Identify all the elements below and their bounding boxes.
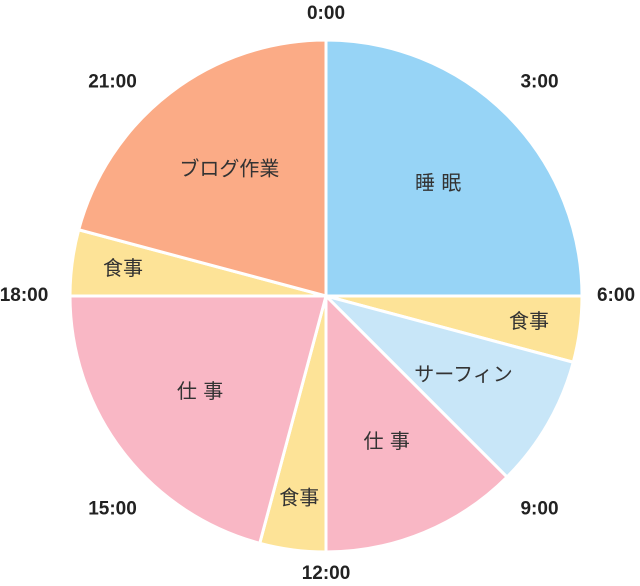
- hour-label-3: 9:00: [520, 499, 558, 520]
- hour-label-2: 6:00: [597, 285, 635, 306]
- pie-slices: [68, 38, 584, 554]
- pie-hour-labels: 0:00 3:00 6:00 9:00 12:00 15:00 18:00 21:00: [0, 3, 635, 584]
- pie-slice-2: [324, 294, 575, 479]
- slice-label-4: 食事: [279, 486, 319, 510]
- pie-slice-3: [324, 294, 509, 554]
- hour-label-4: 12:00: [302, 563, 351, 584]
- pie-slice-5: [68, 294, 328, 545]
- slice-label-3: 仕 事: [364, 429, 410, 453]
- hour-label-6: 18:00: [0, 285, 48, 306]
- hour-label-0: 0:00: [307, 3, 345, 24]
- slice-label-2: サーフィン: [414, 362, 512, 386]
- hour-label-7: 21:00: [88, 72, 137, 93]
- pie-slice-7: [77, 38, 328, 298]
- hour-label-5: 15:00: [88, 499, 137, 520]
- slice-label-7: ブログ作業: [179, 157, 279, 181]
- slice-label-6: 食事: [103, 256, 143, 280]
- hour-label-1: 3:00: [520, 72, 558, 93]
- slice-label-0: 睡 眠: [415, 170, 461, 194]
- slice-label-5: 仕 事: [177, 379, 223, 403]
- slice-label-1: 食事: [509, 309, 549, 333]
- pie-slice-0: [324, 38, 584, 298]
